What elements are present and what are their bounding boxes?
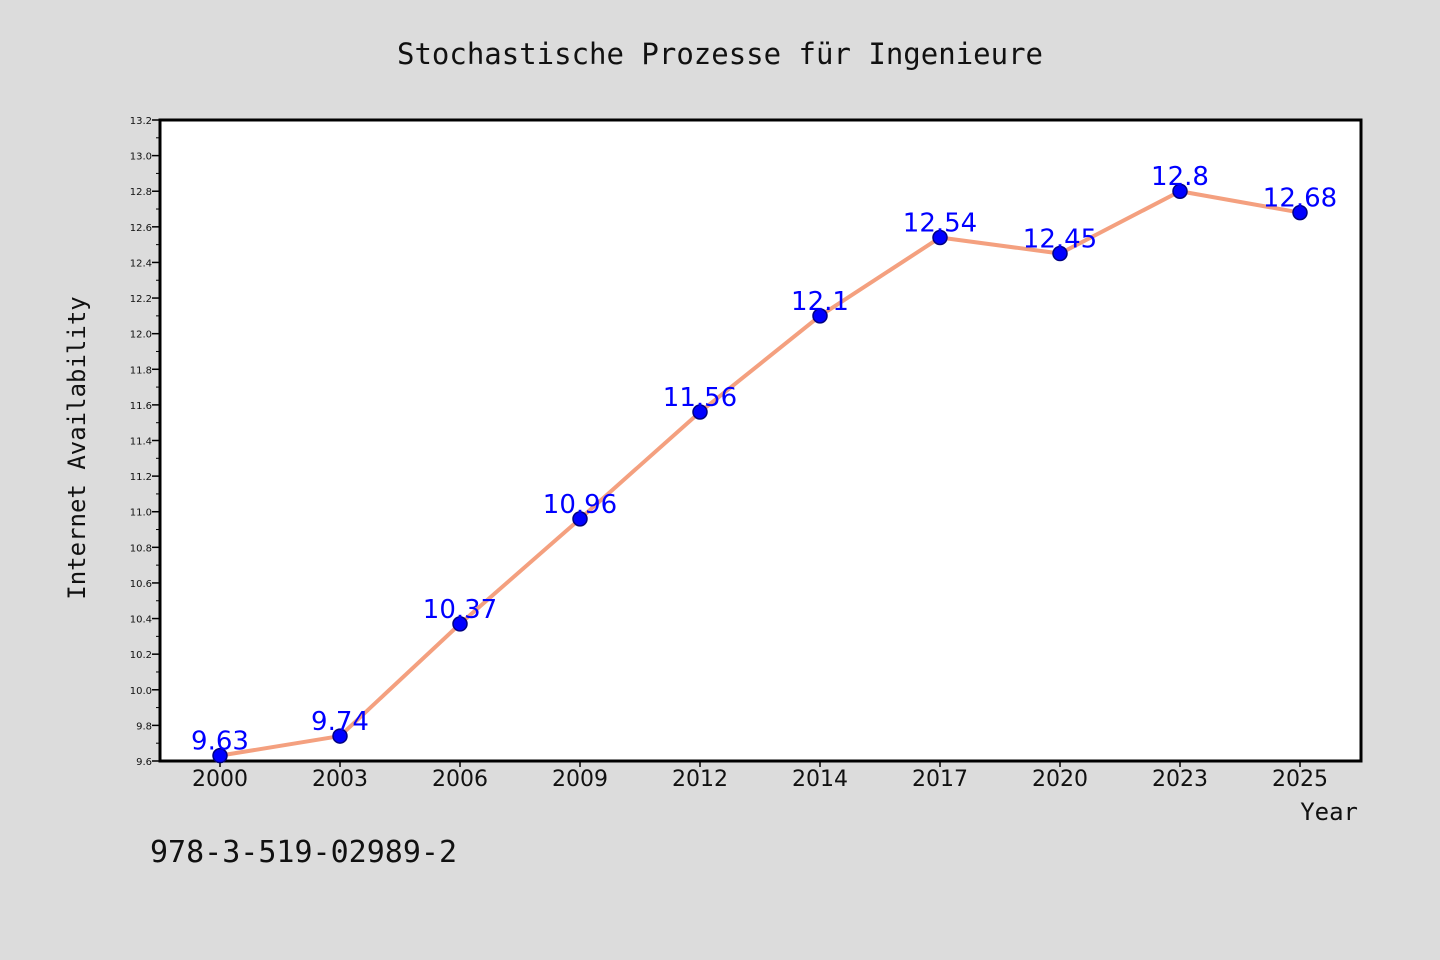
y-tick-label: 10.2 [130, 650, 152, 661]
data-point [452, 616, 468, 632]
y-tick-label: 13.2 [130, 116, 152, 127]
plot-area [158, 118, 1363, 763]
y-tick-label: 12.4 [130, 258, 152, 269]
y-tick-label: 11.8 [130, 365, 152, 376]
y-tick-label: 13.0 [130, 152, 152, 163]
data-point [812, 308, 828, 324]
y-tick-label: 12.8 [130, 187, 152, 198]
x-tick-label: 2020 [1032, 767, 1088, 792]
data-point [932, 229, 948, 246]
y-tick-label: 12.2 [130, 294, 152, 305]
y-tick-label: 11.4 [130, 437, 152, 448]
data-label: 12.45 [1023, 225, 1097, 255]
y-tick-label: 10.0 [130, 686, 152, 697]
y-tick-label: 9.8 [136, 721, 152, 732]
data-point [1292, 204, 1308, 221]
x-tick-label: 2009 [552, 767, 608, 792]
data-point [692, 404, 708, 420]
data-label: 11.56 [663, 383, 737, 413]
x-tick-label: 2023 [1152, 767, 1208, 792]
y-tick-label: 9.6 [136, 757, 152, 768]
data-label: 12.8 [1151, 162, 1209, 192]
x-tick-label: 2000 [192, 767, 248, 792]
data-label: 9.74 [311, 707, 369, 737]
y-tick-label: 12.6 [130, 223, 152, 234]
x-tick-label: 2017 [912, 767, 968, 792]
series-line [219, 189, 1301, 758]
series-group: 9.63 9.74 10.37 10.96 11.56 12.1 12.54 12.45 12.… [191, 162, 1337, 764]
x-axis: 2000 2003 2006 2009 2012 2014 2017 2020 2023 2025 [192, 761, 1328, 792]
data-label: 12.1 [791, 287, 849, 317]
y-tick-label: 10.6 [130, 579, 152, 590]
data-point [1052, 245, 1068, 262]
data-label: 12.54 [903, 209, 977, 239]
y-tick-label: 12.0 [130, 330, 152, 341]
x-axis-label: Year [1300, 798, 1358, 826]
y-tick-label: 10.8 [130, 543, 152, 554]
y-tick-label: 11.2 [130, 472, 152, 483]
isbn-text: 978-3-519-02989-2 [150, 835, 458, 870]
data-label: 10.37 [423, 595, 497, 625]
y-tick-label: 11.6 [130, 401, 152, 412]
data-point [332, 728, 348, 744]
chart-title: Stochastische Prozesse für Ingenieure [397, 37, 1043, 71]
y-tick-label: 11.0 [130, 508, 152, 519]
x-tick-label: 2014 [792, 767, 848, 792]
data-label: 10.96 [543, 490, 617, 520]
data-point [1172, 183, 1188, 199]
x-tick-label: 2025 [1272, 767, 1328, 792]
data-label: 9.63 [191, 727, 249, 757]
data-label: 12.68 [1263, 184, 1337, 214]
x-tick-label: 2006 [432, 767, 488, 792]
data-point [572, 511, 588, 527]
data-point [212, 747, 228, 764]
y-tick-label: 10.4 [130, 615, 152, 626]
x-tick-label: 2003 [312, 767, 368, 792]
y-axis: 9.6 9.8 10.0 10.2 10.4 10.6 10.8 11.0 11.2 11.4 11… [130, 116, 160, 768]
x-tick-label: 2012 [672, 767, 728, 792]
y-axis-label: Internet Availability [63, 296, 91, 599]
